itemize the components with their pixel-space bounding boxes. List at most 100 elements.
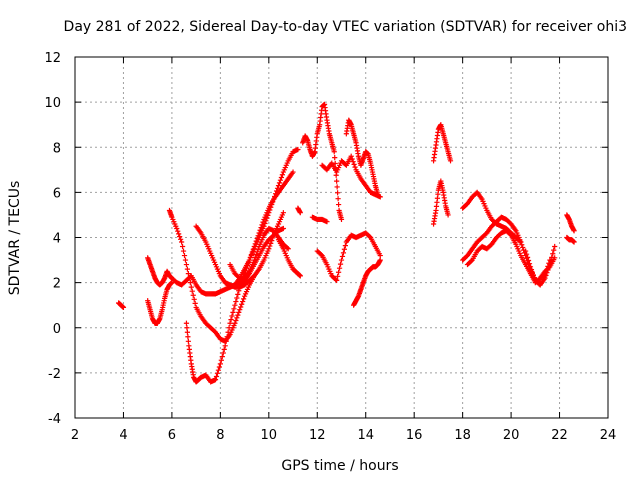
data-point xyxy=(375,192,381,198)
data-point xyxy=(337,261,344,267)
data-point xyxy=(186,275,192,281)
data-point xyxy=(552,243,558,250)
data-point xyxy=(339,253,346,260)
data-point xyxy=(217,361,223,367)
data-point xyxy=(174,225,180,232)
data-point xyxy=(525,257,532,264)
data-point xyxy=(571,228,577,234)
data-point xyxy=(336,265,343,271)
data-point xyxy=(181,252,188,259)
series-s12 xyxy=(300,101,345,223)
series-s4 xyxy=(166,207,257,344)
data-point xyxy=(523,248,529,254)
data-point xyxy=(225,329,231,335)
data-point xyxy=(280,225,286,232)
data-point xyxy=(447,158,454,164)
data-point xyxy=(265,212,271,218)
series-s15 xyxy=(319,153,383,200)
data-point xyxy=(507,231,513,237)
data-point xyxy=(261,223,267,229)
x-tick-label: 14 xyxy=(357,428,374,443)
data-point xyxy=(341,246,348,252)
data-point xyxy=(547,257,553,263)
data-point xyxy=(543,270,549,276)
data-point xyxy=(263,218,269,224)
y-tick-label: 6 xyxy=(53,186,61,201)
data-point xyxy=(120,304,127,311)
data-point xyxy=(542,273,548,279)
data-point xyxy=(277,177,284,183)
data-point xyxy=(273,191,279,197)
data-point xyxy=(269,201,275,208)
data-point xyxy=(334,184,340,190)
data-point xyxy=(267,243,273,249)
data-point xyxy=(279,172,285,178)
data-point xyxy=(551,247,557,253)
data-point xyxy=(228,317,234,323)
data-point xyxy=(185,334,191,340)
data-point xyxy=(182,257,189,263)
data-point xyxy=(272,193,278,200)
data-point xyxy=(179,239,185,245)
data-point xyxy=(468,258,474,264)
data-point xyxy=(230,309,236,316)
series-s25 xyxy=(564,234,577,245)
data-point xyxy=(232,320,238,326)
data-point xyxy=(333,276,339,283)
data-point xyxy=(178,236,184,242)
y-tick-label: -4 xyxy=(48,412,61,427)
data-point xyxy=(523,251,530,257)
data-point xyxy=(184,325,190,331)
data-point xyxy=(183,261,190,268)
data-point xyxy=(340,250,347,256)
x-tick-label: 8 xyxy=(216,428,224,443)
data-point xyxy=(335,273,341,279)
data-point xyxy=(524,254,531,260)
series-s16 xyxy=(343,117,381,198)
data-point xyxy=(550,251,556,257)
data-point xyxy=(234,315,240,321)
data-point xyxy=(251,257,257,263)
data-point xyxy=(334,277,340,283)
y-tick-label: -2 xyxy=(48,367,61,382)
x-tick-label: 22 xyxy=(551,428,568,443)
data-point xyxy=(530,272,536,278)
x-tick-label: 16 xyxy=(406,428,423,443)
data-point xyxy=(531,275,537,281)
data-point xyxy=(526,261,533,267)
data-point xyxy=(241,296,247,302)
data-point xyxy=(519,242,525,248)
data-point xyxy=(223,338,229,344)
data-point xyxy=(239,301,245,307)
series-s6 xyxy=(193,146,301,290)
data-point xyxy=(175,228,181,234)
data-point xyxy=(264,215,270,221)
data-point xyxy=(367,233,373,240)
data-point xyxy=(270,199,276,205)
y-tick-label: 2 xyxy=(53,277,61,292)
x-tick-label: 24 xyxy=(600,428,617,443)
data-point xyxy=(349,156,355,162)
series-layer xyxy=(116,101,577,385)
data-point xyxy=(342,243,348,249)
data-point xyxy=(352,164,358,170)
series-s1 xyxy=(116,300,127,311)
data-point xyxy=(235,291,241,297)
data-point xyxy=(284,245,290,251)
data-point xyxy=(214,370,221,376)
data-point xyxy=(252,254,258,260)
x-tick-label: 2 xyxy=(71,428,79,443)
y-tick-label: 8 xyxy=(53,141,61,156)
series-s13 xyxy=(309,214,330,225)
data-point xyxy=(271,196,277,202)
x-tick-label: 4 xyxy=(119,428,127,443)
data-point xyxy=(338,216,345,223)
data-point xyxy=(518,239,524,245)
data-point xyxy=(253,252,259,258)
series-s18 xyxy=(430,122,454,164)
data-point xyxy=(176,231,182,237)
data-point xyxy=(335,269,342,275)
data-point xyxy=(262,220,268,227)
series-s17 xyxy=(351,257,383,308)
data-point xyxy=(188,284,194,290)
